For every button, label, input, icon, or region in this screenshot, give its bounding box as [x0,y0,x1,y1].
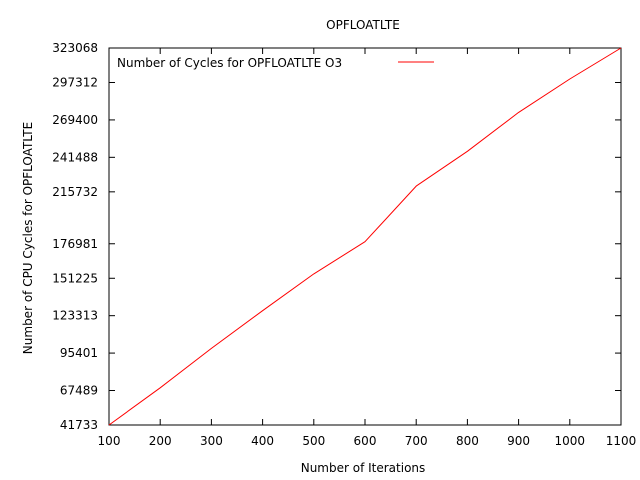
x-tick-label: 300 [200,434,223,448]
y-tick-label: 151225 [52,271,98,285]
y-axis-label: Number of CPU Cycles for OPFLOATLTE [21,122,35,354]
chart-title: OPFLOATLTE [326,18,400,32]
y-tick-label: 269400 [52,113,98,127]
y-tick-label: 123313 [52,309,98,323]
y-tick-label: 215732 [52,185,98,199]
x-tick-label: 100 [98,434,121,448]
x-tick-label: 400 [251,434,274,448]
series-line-1 [108,47,622,426]
axis-ticks: 100 200 300 400 500 600 700 800 900 1000 1100 41733… [52,41,636,448]
y-tick-label: 297312 [52,76,98,90]
x-tick-label: 200 [149,434,172,448]
x-tick-label: 600 [354,434,377,448]
x-tick-label: 1000 [555,434,586,448]
legend: Number of Cycles for OPFLOATLTE O3 [117,56,434,70]
x-tick-label: 700 [405,434,428,448]
x-tick-label: 500 [302,434,325,448]
y-tick-label: 241488 [52,150,98,164]
x-tick-label: 900 [507,434,530,448]
series-lines [108,47,622,426]
x-axis-label: Number of Iterations [301,461,426,475]
y-tick-label: 176981 [52,237,98,251]
y-tick-label: 67489 [60,383,98,397]
y-tick-label: 41733 [60,418,98,432]
y-tick-label: 95401 [60,346,98,360]
x-tick-label: 800 [456,434,479,448]
legend-label-series-1: Number of Cycles for OPFLOATLTE O3 [117,56,342,70]
y-tick-label: 323068 [52,41,98,55]
x-tick-label: 1100 [606,434,637,448]
